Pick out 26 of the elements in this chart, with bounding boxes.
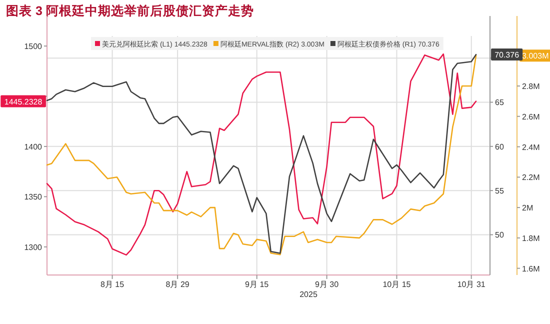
text: 3.003M (522, 52, 550, 61)
x-tick-label: 8月 15 (100, 280, 125, 289)
y-tick-label: 1400 (24, 142, 43, 152)
x-tick-label: 9月 15 (245, 280, 270, 289)
y2-tick-label: 55 (495, 186, 504, 196)
y3-tick-label: 2M (522, 204, 534, 213)
y2-tick-label: 50 (495, 230, 504, 240)
y-tick-label: 1350 (24, 192, 43, 202)
text: 70.376 (494, 50, 520, 60)
y3-tick-label: 2.6M (522, 112, 540, 122)
x-tick-label: 10月 15 (382, 280, 412, 289)
text: 1445.2328 (4, 97, 43, 106)
y2-tick-label: 60 (495, 142, 504, 152)
y-tick-label: 1300 (24, 242, 43, 252)
x-tick-label: 10月 31 (457, 280, 486, 289)
x-axis-title: 2025 (300, 290, 318, 299)
y2-tick-label: 65 (495, 98, 504, 108)
y3-tick-label: 1.6M (522, 264, 540, 274)
y-tick-label: 1500 (24, 42, 43, 52)
y3-tick-label: 2.2M (522, 173, 540, 182)
chart-title: 图表 3 阿根廷中期选举前后股债汇资产走势 (6, 3, 254, 18)
y3-tick-label: 2.8M (522, 82, 540, 91)
x-tick-label: 9月 30 (315, 280, 340, 289)
y3-tick-label: 2.4M (522, 142, 540, 152)
x-tick-label: 8月 29 (166, 280, 190, 289)
y3-tick-label: 1.8M (522, 234, 540, 243)
